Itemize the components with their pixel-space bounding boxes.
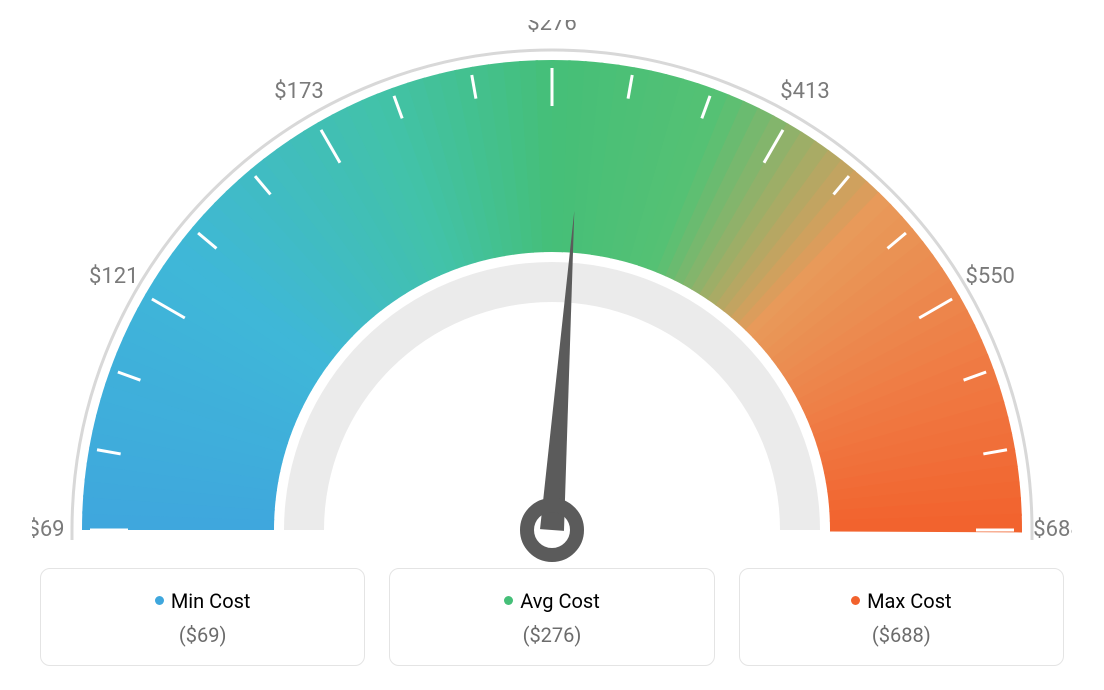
tick-label: $69 (32, 517, 65, 542)
tick-label: $173 (274, 79, 323, 104)
legend-value-min: ($69) (51, 623, 354, 647)
legend-card-max: Max Cost ($688) (739, 568, 1064, 666)
legend-label: Avg Cost (520, 589, 600, 613)
tick-label: $121 (89, 264, 138, 289)
tick-label: $413 (780, 79, 829, 104)
gauge-needle (540, 211, 574, 531)
legend-row: Min Cost ($69) Avg Cost ($276) Max Cost … (40, 568, 1064, 666)
legend-label: Max Cost (867, 589, 952, 613)
dot-icon (504, 596, 513, 605)
legend-title-min: Min Cost (51, 589, 354, 613)
legend-card-avg: Avg Cost ($276) (389, 568, 714, 666)
tick-label: $550 (965, 264, 1014, 289)
gauge-chart: $69 $121 $173 $276 $413 $550 $688 (0, 0, 1104, 560)
dot-icon (851, 596, 860, 605)
dot-icon (155, 596, 164, 605)
legend-label: Min Cost (171, 589, 251, 613)
legend-card-min: Min Cost ($69) (40, 568, 365, 666)
legend-value-avg: ($276) (400, 623, 703, 647)
tick-label: $276 (527, 20, 576, 36)
gauge-svg: $69 $121 $173 $276 $413 $550 $688 (32, 20, 1072, 580)
legend-title-avg: Avg Cost (400, 589, 703, 613)
legend-value-max: ($688) (750, 623, 1053, 647)
legend-title-max: Max Cost (750, 589, 1053, 613)
tick-label: $688 (1033, 517, 1072, 542)
